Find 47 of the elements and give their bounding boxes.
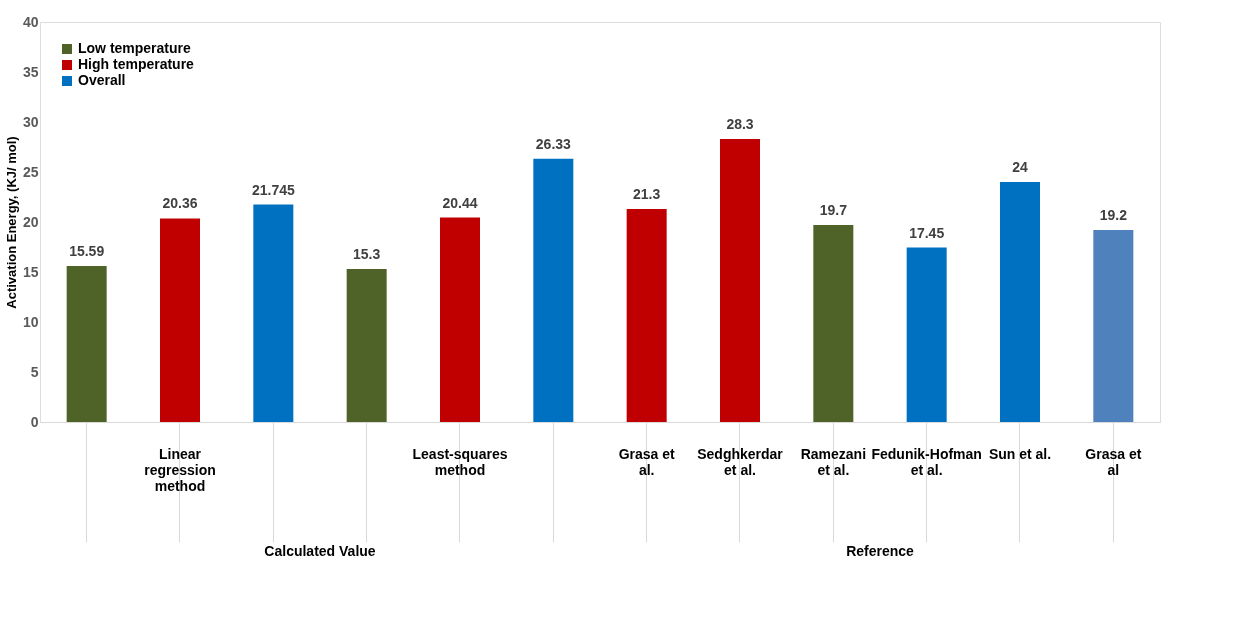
legend-label: Overall	[78, 72, 126, 88]
bar	[626, 209, 667, 422]
y-tick-label: 15	[22, 263, 39, 280]
bar	[253, 204, 294, 422]
data-label: 17.45	[909, 224, 945, 241]
legend-label: High temperature	[78, 56, 195, 72]
y-tick-label: 20	[22, 213, 39, 230]
bar	[533, 158, 574, 422]
bar	[813, 225, 854, 422]
bar	[440, 217, 480, 422]
x-tick-label: Grasa et al.	[618, 445, 676, 478]
data-label: 15.59	[69, 243, 105, 260]
y-tick-label: 5	[30, 363, 39, 380]
x-tick-label: Sedghkerdar et al.	[697, 445, 784, 478]
bar	[66, 266, 107, 422]
data-label: 24	[1012, 159, 1028, 175]
x-tick-label: Grasa et al	[1085, 445, 1142, 478]
bar	[1093, 230, 1134, 422]
y-axis-title: Activation Energy, (KJ/ mol)	[3, 136, 19, 309]
x-tick-label: Ramezani et al.	[800, 445, 867, 478]
bar	[346, 269, 387, 422]
data-label: 21.3	[633, 186, 661, 202]
data-label: 15.3	[353, 246, 381, 262]
bar	[160, 218, 200, 422]
data-label: 20.36	[162, 195, 198, 212]
y-tick-label: 30	[22, 113, 39, 130]
x-tick-label: Fedunik-Hofman et al.	[871, 445, 982, 478]
bar	[1000, 182, 1040, 422]
y-tick-label: 0	[30, 413, 39, 430]
y-tick-label: 35	[22, 63, 39, 80]
data-label: 19.2	[1099, 207, 1128, 223]
legend-label: Low temperature	[78, 40, 192, 56]
y-tick-label: 25	[22, 163, 39, 180]
bar	[720, 139, 760, 422]
data-label: 21.745	[251, 181, 295, 198]
bar	[906, 247, 947, 422]
x-tick-label: Linear regression method	[144, 445, 216, 494]
x-tick-label: Least-squares method	[412, 445, 508, 478]
x-tick-label: Sun et al.	[988, 445, 1052, 462]
y-tick-label: 10	[22, 313, 39, 330]
data-label: 19.7	[819, 202, 848, 218]
data-label: 20.44	[442, 194, 478, 211]
text: Reference	[846, 543, 915, 559]
y-tick-label: 40	[22, 13, 39, 30]
data-label: 28.3	[726, 116, 754, 132]
text: Calculated Value	[264, 543, 376, 559]
data-label: 26.33	[535, 135, 572, 152]
